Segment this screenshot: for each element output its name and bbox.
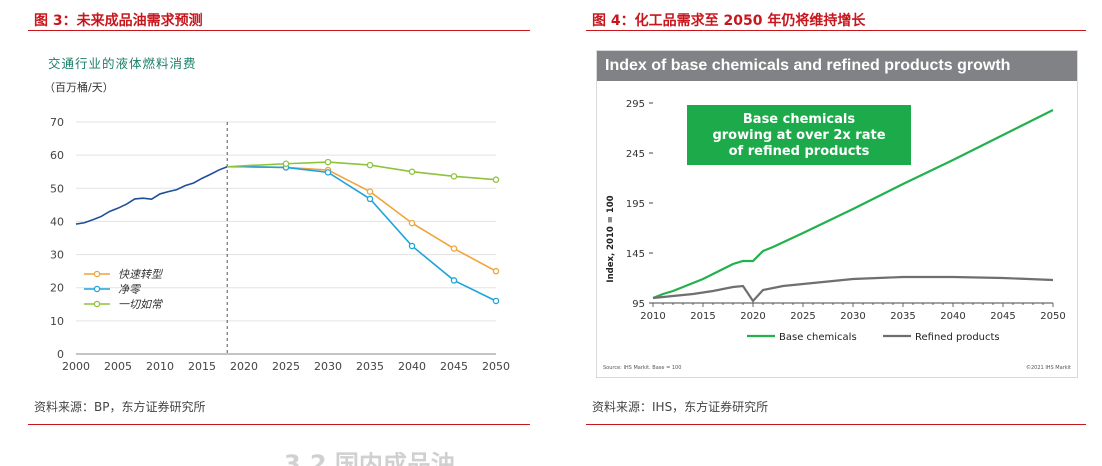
series-line-0	[227, 165, 497, 272]
history-line	[75, 165, 228, 225]
ihs-chart-title: Index of base chemicals and refined prod…	[597, 51, 1077, 81]
x-tick-label: 2010	[146, 360, 174, 373]
top-rule	[586, 30, 1086, 31]
bottom-rule	[28, 424, 530, 425]
x-tick-label: 2045	[990, 311, 1015, 322]
annotation-line: of refined products	[729, 144, 870, 159]
y-tick-label: 40	[50, 215, 64, 228]
x-tick-label: 2040	[398, 360, 426, 373]
series-marker	[324, 158, 332, 166]
series-marker	[450, 245, 458, 252]
ihs-chart-frame: Index of base chemicals and refined prod…	[596, 50, 1078, 378]
next-section-heading-fragment: 3.2 国内成品油…	[284, 452, 479, 466]
x-tick-label: 2050	[482, 360, 510, 373]
series-marker	[492, 267, 500, 275]
copyright: ©2021 IHS Markit	[1026, 364, 1071, 371]
annotation-line: Base chemicals	[743, 112, 855, 127]
legend-marker	[93, 270, 101, 278]
y-axis-ticks: 0 10 20 30 40 50 60 70	[50, 116, 64, 361]
x-tick-label: 2050	[1040, 311, 1065, 322]
series-marker	[450, 277, 458, 284]
figure-4-title: 图 4：化工品需求至 2050 年仍将维持增长	[592, 13, 866, 29]
series-marker	[492, 176, 500, 183]
y-tick-label: 295	[626, 99, 645, 110]
y-tick-label: 30	[50, 249, 64, 262]
x-tick-label: 2025	[790, 311, 815, 322]
grid-lines	[76, 121, 496, 355]
y-tick-label: 245	[626, 149, 645, 160]
source-note: Source: IHS Markit. Base = 100	[603, 365, 681, 371]
x-tick-label: 2005	[104, 360, 132, 373]
figure-3-source: 资料来源：BP，东方证券研究所	[34, 400, 206, 414]
series-marker	[408, 219, 416, 227]
y-tick-label: 145	[626, 249, 645, 260]
y-tick-label: 95	[632, 299, 645, 310]
y-tick-label: 20	[50, 282, 64, 295]
x-tick-label: 2035	[890, 311, 915, 322]
legend-label: Refined products	[915, 332, 1000, 343]
legend-label: 快速转型	[118, 268, 164, 281]
legend-marker	[93, 285, 101, 293]
series-line-0	[652, 109, 1054, 300]
series-line-1	[227, 165, 497, 302]
x-tick-label: 2035	[356, 360, 384, 373]
x-tick-label: 2000	[62, 360, 90, 373]
right-figure-panel: 图 4：化工品需求至 2050 年仍将维持增长 Index of base ch…	[586, 0, 1086, 430]
y-tick-label: 10	[50, 315, 64, 328]
y-tick-label: 195	[626, 199, 645, 210]
series-marker	[324, 169, 332, 176]
y-tick-label: 50	[50, 182, 64, 195]
series-line-1	[652, 275, 1054, 303]
x-tick-label: 2040	[940, 311, 965, 322]
series-marker	[366, 195, 374, 203]
left-figure-panel: 图 3：未来成品油需求预测 交通行业的液体燃料消费 （百万桶/天） 0 10 20 3…	[28, 0, 530, 430]
legend: Base chemicals Refined products	[747, 332, 1000, 343]
x-axis-ticks: 2000 2005 2010 2015 2020 2025 2030 2035 2040 2045…	[62, 360, 510, 373]
series-marker	[366, 188, 374, 195]
legend-label: 净零	[118, 283, 142, 296]
x-tick-label: 2020	[230, 360, 258, 373]
x-tick-label: 2030	[840, 311, 865, 322]
x-tick-label: 2045	[440, 360, 468, 373]
chart-title: 交通行业的液体燃料消费	[48, 56, 197, 71]
figure-4-source: 资料来源：IHS，东方证券研究所	[592, 400, 769, 414]
y-axis-ticks: 95 145 195 245 295	[626, 99, 653, 310]
x-tick-label: 2010	[640, 311, 665, 322]
y-tick-label: 0	[57, 348, 64, 361]
legend-marker	[93, 300, 101, 308]
series-line-2	[227, 161, 497, 181]
y-tick-label: 70	[50, 116, 64, 129]
y-axis-unit: （百万桶/天）	[44, 80, 114, 94]
series-lines	[652, 109, 1054, 303]
top-rule	[28, 30, 530, 31]
series-marker	[408, 168, 416, 175]
series-marker	[492, 297, 500, 305]
series-marker	[408, 242, 416, 250]
x-axis-ticks: 2010 2015 2020 2025 2030 2035 2040 2045 2050	[640, 303, 1066, 322]
annotation-line: growing at over 2x rate	[712, 128, 885, 143]
y-axis-label: Index, 2010 = 100	[606, 195, 616, 282]
legend-label: Base chemicals	[779, 332, 857, 343]
y-tick-label: 60	[50, 149, 64, 162]
series-marker	[282, 160, 290, 168]
annotation-box	[687, 105, 911, 165]
bottom-rule	[586, 424, 1086, 425]
figure-3-title: 图 3：未来成品油需求预测	[34, 13, 203, 29]
series-marker	[366, 161, 374, 169]
x-tick-label: 2015	[188, 360, 216, 373]
x-tick-label: 2025	[272, 360, 300, 373]
legend-label: 一切如常	[118, 298, 164, 311]
series-marker	[450, 173, 458, 180]
x-tick-label: 2020	[740, 311, 765, 322]
x-tick-label: 2030	[314, 360, 342, 373]
x-tick-label: 2015	[690, 311, 715, 322]
series-lines	[75, 158, 500, 305]
